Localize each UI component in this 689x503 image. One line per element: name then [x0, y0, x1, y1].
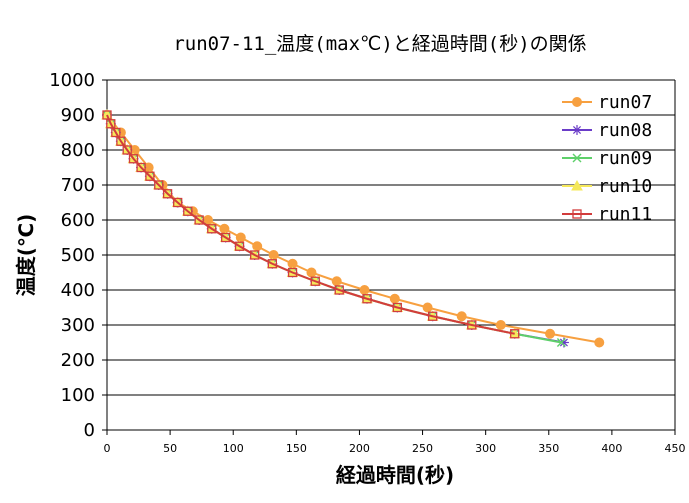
x-tick-label-450: 450	[665, 442, 686, 455]
point-run07-9	[235, 232, 246, 243]
point-run11-24	[467, 320, 477, 330]
legend-marker-run11	[572, 209, 582, 219]
x-tick-label-0: 0	[104, 442, 111, 455]
series-line-run10	[106, 114, 515, 335]
legend-marker-run09	[572, 153, 582, 163]
y-tick-label-700: 700	[61, 175, 95, 196]
y-tick-label-800: 800	[61, 140, 95, 161]
point-run11-16	[250, 250, 260, 260]
x-tick-label-300: 300	[475, 442, 496, 455]
series-line-run08	[106, 114, 565, 344]
legend-item-run10: run10	[562, 176, 652, 197]
legend-item-run07: run07	[562, 92, 652, 113]
point-run11-25	[510, 329, 520, 339]
series-run10	[101, 108, 521, 339]
point-run07-18	[456, 311, 467, 322]
point-run07-20	[545, 328, 556, 339]
y-tick-label-200: 200	[61, 350, 95, 371]
series-line-run09	[106, 114, 562, 344]
point-run07-17	[422, 302, 433, 313]
x-tick-label-100: 100	[223, 442, 244, 455]
point-run07-21	[594, 337, 605, 348]
point-run11-2	[111, 127, 121, 138]
y-axis-label: 温度(℃)	[14, 214, 38, 297]
legend-label-run11: run11	[598, 204, 652, 225]
point-run07-14	[331, 276, 342, 287]
point-run07-15	[359, 285, 370, 295]
y-tick-label-400: 400	[61, 280, 95, 301]
point-run07-8	[219, 223, 230, 234]
x-tick-label-250: 250	[412, 442, 433, 455]
x-tick-labels: 0 50 100 150 200 250 300 350 400 450	[104, 442, 686, 455]
point-run11-18	[287, 267, 298, 278]
point-run11-10	[173, 197, 183, 208]
x-tick-label-200: 200	[349, 442, 370, 455]
x-tick-label-50: 50	[163, 442, 177, 455]
legend-item-run08: run08	[562, 120, 652, 141]
point-run11-21	[362, 294, 372, 304]
point-run07-13	[306, 267, 317, 278]
series-run08	[102, 110, 569, 348]
x-tick-label-150: 150	[286, 442, 307, 455]
grid-lines	[107, 79, 675, 396]
point-run11-19	[310, 276, 320, 286]
series-line-run11	[106, 114, 515, 335]
point-run11-5	[128, 154, 139, 164]
legend-marker-run08	[572, 125, 582, 135]
legend-label-run09: run09	[598, 148, 652, 169]
y-tick-label-500: 500	[61, 245, 95, 266]
point-run07-11	[268, 250, 279, 260]
point-run07-16	[389, 293, 400, 304]
legend-marker-run10	[571, 179, 583, 191]
point-run11-9	[162, 189, 173, 199]
series-run11	[102, 110, 520, 339]
legend-item-run09: run09	[562, 148, 652, 169]
point-run11-4	[122, 145, 132, 155]
point-run11-14	[220, 232, 231, 243]
y-tick-label-1000: 1000	[49, 70, 95, 91]
legend-label-run08: run08	[598, 120, 652, 141]
point-run11-0	[102, 110, 112, 120]
series-group	[101, 108, 605, 348]
series-run09	[102, 110, 566, 347]
axes	[102, 79, 676, 435]
y-tick-label-300: 300	[61, 315, 95, 336]
series-run07	[102, 110, 605, 348]
point-run11-11	[183, 206, 193, 216]
x-tick-label-350: 350	[538, 442, 559, 455]
y-tick-label-900: 900	[61, 105, 95, 126]
point-run11-1	[106, 119, 116, 129]
legend-label-run10: run10	[598, 176, 652, 197]
point-run11-7	[145, 171, 155, 181]
point-run11-20	[334, 285, 344, 295]
legend-marker-run07	[572, 97, 582, 107]
point-run07-10	[252, 241, 263, 252]
legend-label-run07: run07	[598, 92, 652, 113]
y-tick-label-100: 100	[61, 385, 95, 406]
series-line-run07	[106, 114, 600, 344]
x-axis-label: 経過時間(秒)	[336, 463, 454, 487]
y-tick-label-600: 600	[61, 210, 95, 231]
point-run11-23	[428, 311, 438, 321]
point-run09-26	[556, 338, 566, 347]
point-run11-17	[267, 259, 278, 269]
chart-title: run07-11_温度(max℃)と経過時間(秒)の関係	[173, 33, 586, 55]
y-tick-label-0: 0	[84, 420, 95, 441]
point-run11-13	[207, 224, 217, 234]
legend: run07 run08 run09 run10 run11	[562, 92, 652, 225]
legend-item-run11: run11	[562, 204, 652, 225]
point-run07-19	[495, 320, 506, 330]
y-tick-labels: 0 100 200 300 400 500 600 700 800 900 1000	[49, 70, 95, 441]
point-run11-15	[234, 241, 245, 251]
point-run11-22	[392, 302, 402, 313]
point-run11-12	[194, 215, 204, 225]
point-run11-3	[116, 136, 126, 146]
point-run11-6	[136, 162, 146, 173]
point-run11-8	[154, 180, 164, 190]
x-tick-label-400: 400	[601, 442, 622, 455]
